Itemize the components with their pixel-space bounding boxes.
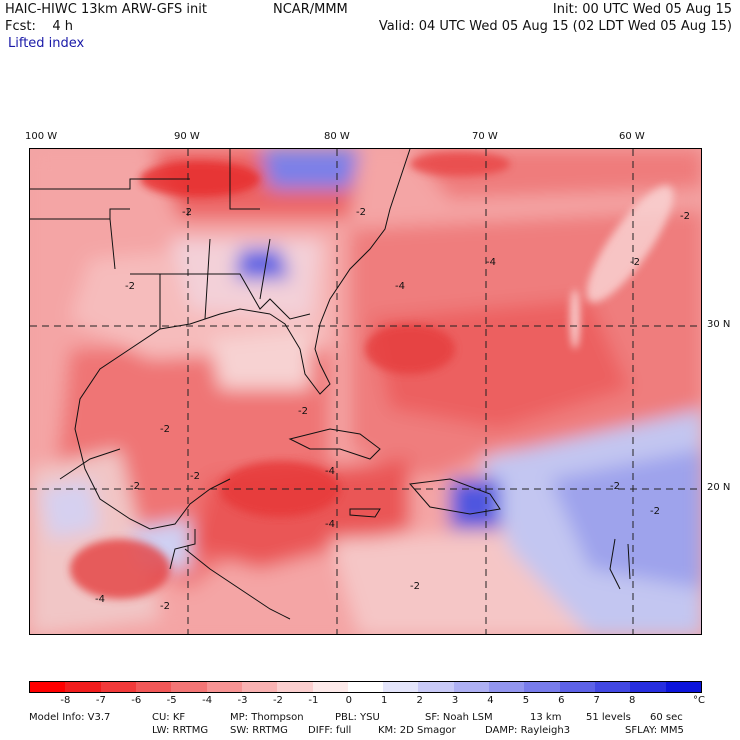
colorbar-tick-label: -5: [166, 695, 177, 706]
colorbar-tick-label: 2: [416, 695, 423, 706]
colorbar-unit: °C: [693, 695, 705, 706]
model-info-item: DIFF: full: [308, 725, 352, 736]
contour-label: -2: [190, 471, 200, 482]
contour-label: -2: [182, 207, 192, 218]
lon-label-60w: 60 W: [619, 131, 645, 142]
map-canvas: -2 -2 -2 -2 -4 -2 -2 -2 -4 -4 -4 -2 -2 -…: [30, 149, 701, 634]
colorbar-tick-label: 1: [381, 695, 388, 706]
lat-label-20n: 20 N: [707, 482, 731, 493]
colorbar-swatch: [630, 682, 666, 692]
colorbar-tick-label: -3: [237, 695, 248, 706]
model-info-item: CU: KF: [152, 712, 186, 723]
colorbar-swatch: [30, 682, 66, 692]
lon-label-100w: 100 W: [25, 131, 58, 142]
init-time: Init: 00 UTC Wed 05 Aug 15: [552, 2, 732, 17]
model-info-item: Model Info: V3.7: [29, 712, 111, 723]
field-name: Lifted index: [8, 36, 85, 51]
contour-label: -2: [630, 257, 640, 268]
colorbar-swatch: [383, 682, 419, 692]
colorbar-swatch: [489, 682, 525, 692]
colorbar-swatch: [595, 682, 631, 692]
colorbar-tick-label: -2: [272, 695, 283, 706]
contour-label: -4: [486, 257, 496, 268]
model-info-item: SW: RRTMG: [230, 725, 288, 736]
model-info-item: PBL: YSU: [335, 712, 380, 723]
contour-label: -2: [410, 581, 420, 592]
colorbar-swatch: [453, 682, 490, 692]
model-info-item: MP: Thompson: [230, 712, 304, 723]
colorbar-swatch: [277, 682, 313, 692]
contour-label: -2: [125, 281, 135, 292]
contour-label: -4: [325, 519, 335, 530]
lon-label-70w: 70 W: [472, 131, 498, 142]
contour-label: -4: [325, 466, 335, 477]
model-info-item: SFLAY: MM5: [625, 725, 684, 736]
colorbar-swatch: [135, 682, 172, 692]
colorbar-tick-label: 3: [451, 695, 459, 706]
model-info-item: 51 levels: [586, 712, 631, 723]
contour-label: -2: [650, 506, 660, 517]
colorbar: [29, 681, 702, 693]
contour-label: -4: [395, 281, 405, 292]
model-info-item: KM: 2D Smagor: [378, 725, 456, 736]
colorbar-tick-label: 8: [628, 695, 636, 706]
model-info-item: LW: RRTMG: [152, 725, 209, 736]
colorbar-tick-label: 5: [522, 695, 530, 706]
contour-label: -2: [130, 481, 140, 492]
lon-label-80w: 80 W: [324, 131, 350, 142]
colorbar-swatch: [665, 682, 701, 692]
colorbar-swatch: [347, 682, 384, 692]
colorbar-labels: -8 -7 -6 -5 -4 -3 -2 -1 0 1 2 3 4 5 6 7 8: [29, 695, 702, 707]
colorbar-tick-label: 7: [593, 695, 600, 706]
contour-label: -2: [680, 211, 690, 222]
colorbar-swatch: [559, 682, 595, 692]
lifted-index-map: -2 -2 -2 -2 -4 -2 -2 -2 -4 -4 -4 -2 -2 -…: [29, 148, 702, 635]
colorbar-swatch: [524, 682, 560, 692]
colorbar-swatch: [65, 682, 101, 692]
valid-time: Valid: 04 UTC Wed 05 Aug 15 (02 LDT Wed …: [378, 19, 732, 34]
colorbar-tick-label: -8: [60, 695, 71, 706]
colorbar-tick-label: 4: [487, 695, 494, 706]
colorbar-swatch: [312, 682, 348, 692]
contour-label: -2: [160, 424, 170, 435]
colorbar-tick-label: 0: [345, 695, 352, 706]
model-info-item: DAMP: Rayleigh3: [485, 725, 571, 736]
model-info-item: 13 km: [530, 712, 562, 723]
lon-label-90w: 90 W: [174, 131, 200, 142]
forecast-hour: Fcst: 4 h: [5, 19, 74, 34]
colorbar-swatch: [206, 682, 242, 692]
colorbar-tick-label: -6: [131, 695, 142, 706]
colorbar-tick-label: -4: [202, 695, 213, 706]
institution-label: NCAR/MMM: [273, 2, 348, 17]
product-title: HAIC-HIWC 13km ARW-GFS init: [5, 2, 207, 17]
contour-label: -4: [95, 594, 105, 605]
colorbar-tick-label: -1: [308, 695, 319, 706]
contour-label: -2: [160, 601, 170, 612]
model-info-item: SF: Noah LSM: [425, 712, 493, 723]
colorbar-swatch: [171, 682, 207, 692]
lat-label-30n: 30 N: [707, 319, 731, 330]
colorbar-swatch: [241, 682, 278, 692]
colorbar-swatch: [418, 682, 454, 692]
colorbar-tick-label: 6: [558, 695, 565, 706]
colorbar-swatch: [100, 682, 136, 692]
contour-label: -2: [356, 207, 366, 218]
contour-label: -2: [610, 481, 620, 492]
contour-label: -2: [298, 406, 308, 417]
model-info-item: 60 sec: [650, 712, 683, 723]
colorbar-tick-label: -7: [95, 695, 106, 706]
